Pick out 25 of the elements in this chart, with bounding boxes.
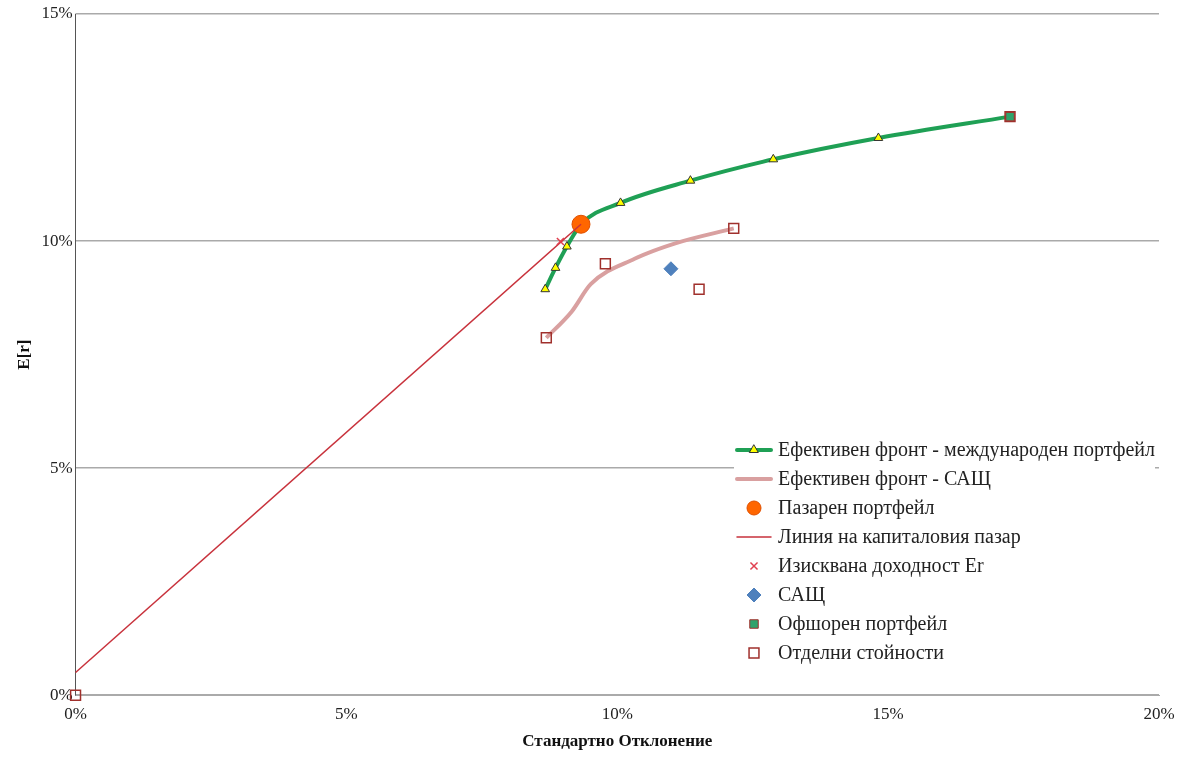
y-tick-label: 15% [41,3,73,23]
y-tick-label: 5% [49,457,73,477]
x-tick-label: 0% [64,703,87,723]
legend-label: Ефективен фронт - САЩ [778,467,991,490]
y-tick-label: 10% [41,230,73,250]
x-tick-label: 5% [335,703,358,723]
point [663,261,679,277]
legend-label: Отделни стойности [778,641,945,664]
x-axis-title: Стандартно Отклонение [522,731,713,751]
x-tick-label: 20% [1143,703,1175,723]
legend-label: Изисквана доходност Er [778,554,984,577]
point [693,283,705,295]
legend-label: САЩ [778,583,826,606]
x-tick-label: 10% [601,703,633,723]
legend-label: Офшорен портфейл [778,612,948,635]
x-tick-label: 15% [872,703,904,723]
point [728,222,740,235]
legend-label: Линия на капиталовия пазар [778,525,1021,548]
point [556,237,565,246]
point [540,332,553,344]
legend-label: Пазарен портфейл [778,496,935,519]
y-axis-title: E[r] [13,339,33,370]
point [571,214,591,234]
legend-label: Ефективен фронт - международен портфейл [778,438,1155,461]
point [599,258,612,270]
